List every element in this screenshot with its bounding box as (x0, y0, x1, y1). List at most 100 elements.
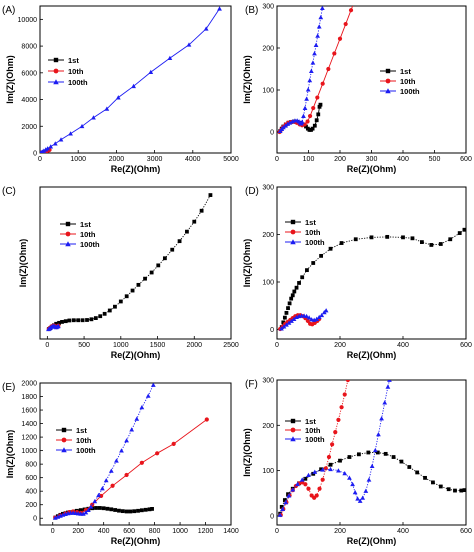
data-point-1st (192, 219, 197, 224)
data-point-100th (310, 60, 316, 65)
y-tick-label: 0 (270, 327, 274, 334)
data-point-1st (303, 476, 308, 481)
data-point-100th (103, 477, 109, 483)
data-point-1st (357, 452, 361, 457)
data-point-1st (120, 509, 125, 514)
data-point-1st (328, 462, 333, 467)
legend-marker-100th (53, 79, 59, 85)
data-point-100th (100, 486, 105, 491)
y-tick-label: 0 (33, 151, 37, 158)
data-point-1st (319, 467, 323, 472)
data-point-1st (317, 104, 322, 109)
data-point-1st (128, 509, 133, 514)
data-point-100th (83, 510, 89, 515)
y-tick-label: 800 (25, 462, 37, 469)
y-axis-label: Im(Z)(Ohm) (242, 239, 252, 288)
plot-frame (276, 186, 467, 340)
data-point-100th (363, 488, 369, 493)
data-point-10th (336, 417, 341, 422)
y-tick-label: 600 (25, 475, 37, 482)
y-tick-label: 2000 (21, 124, 37, 131)
data-point-100th (145, 393, 151, 398)
panel-a: 0 1000 2000 3000 4000 5000 0 2000 4000 6000 8000 10… (2, 5, 239, 174)
x-tick-label: 2500 (223, 342, 239, 349)
y-tick-label: 100 (262, 468, 274, 475)
x-tick-label: 200 (334, 342, 346, 349)
y-tick-label: 1200 (21, 435, 37, 442)
y-tick-label: 200 (262, 423, 274, 430)
data-point-1st (67, 318, 72, 323)
data-point-1st (453, 488, 457, 493)
data-point-10th (326, 66, 331, 72)
data-point-1st (401, 235, 405, 240)
data-point-10th (345, 380, 350, 383)
data-point-100th (129, 427, 135, 432)
data-point-1st (93, 316, 98, 320)
x-tick-label: 400 (98, 528, 110, 535)
data-point-1st (113, 508, 118, 512)
legend-label-100th: 100th (80, 240, 100, 249)
data-point-100th (357, 498, 363, 503)
data-point-1st (287, 301, 292, 306)
legend-label-10th: 10th (68, 67, 84, 76)
data-point-100th (88, 504, 94, 509)
legend-marker-100th (290, 239, 296, 245)
data-point-100th (318, 14, 324, 20)
data-point-100th (304, 96, 309, 101)
legend-label-10th: 10th (305, 426, 321, 435)
legend-marker-10th (290, 427, 296, 433)
data-point-1st (292, 289, 297, 294)
x-tick-label: 1200 (198, 528, 214, 535)
data-point-100th (283, 499, 289, 505)
panel-letter: (A) (2, 5, 15, 16)
data-point-100th (286, 493, 292, 498)
x-tick-label: 200 (334, 528, 346, 535)
legend-label-100th: 100th (305, 435, 325, 444)
legend-marker-100th (385, 88, 391, 94)
y-tick-label: 400 (25, 489, 37, 496)
data-point-100th (80, 511, 86, 516)
data-point-100th (347, 475, 352, 480)
legend: 1st 10th 100th (48, 56, 88, 87)
data-point-1st (369, 235, 374, 240)
data-point-1st (328, 246, 333, 251)
data-point-100th (119, 448, 124, 453)
data-point-1st (80, 318, 85, 323)
data-point-1st (130, 288, 135, 293)
data-point-10th (110, 483, 115, 488)
data-point-100th (314, 316, 320, 321)
data-point-1st (305, 268, 309, 273)
data-point-1st (109, 507, 114, 512)
y-tick-label: 100 (262, 280, 274, 287)
legend-marker-1st (290, 418, 296, 424)
data-point-10th (305, 318, 310, 324)
data-point-1st (438, 484, 443, 489)
data-point-1st (318, 102, 323, 107)
data-point-100th (379, 416, 384, 421)
data-point-1st (289, 296, 294, 301)
data-point-1st (310, 126, 315, 131)
legend-marker-10th (53, 68, 59, 74)
x-tick-label: 400 (397, 342, 409, 349)
y-tick-label: 10000 (18, 17, 38, 24)
x-tick-label: 600 (123, 528, 135, 535)
legend-marker-100th (290, 436, 296, 442)
data-point-10th (333, 430, 338, 435)
data-point-100th (134, 416, 140, 421)
data-point-100th (280, 125, 286, 130)
panel-letter: (E) (2, 382, 15, 393)
panel-letter: (D) (245, 186, 259, 197)
data-point-1st (319, 253, 323, 258)
data-point-100th (48, 144, 54, 149)
data-point-1st (113, 304, 117, 309)
x-tick-label: 0 (51, 528, 55, 535)
data-point-1st (101, 506, 106, 511)
data-point-1st (117, 508, 121, 513)
data-point-1st (311, 261, 316, 265)
y-axis-label: Im(Z)(Ohm) (5, 55, 15, 104)
data-point-100th (68, 131, 73, 136)
data-point-100th (328, 466, 333, 472)
panel-f: 0 200 400 600 0 100 200 300 Re(Z)(Ohm) Im(Z)(Ohm)… (242, 378, 472, 547)
y-tick-label: 300 (262, 378, 274, 385)
